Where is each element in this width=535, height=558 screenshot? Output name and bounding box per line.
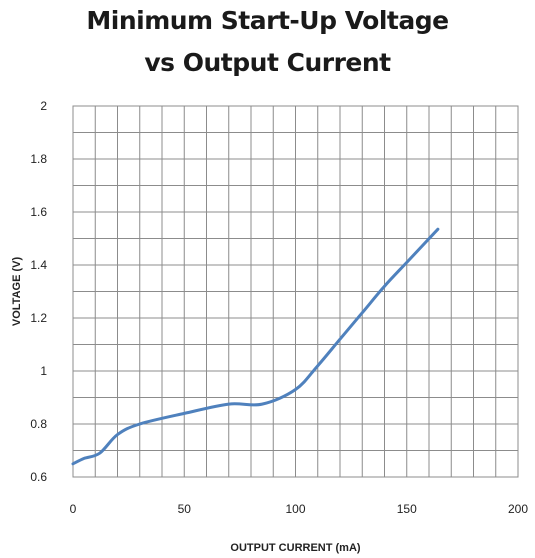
y-axis-ticks: 0.6 0.8 1 1.2 1.4 1.6 1.8 2 (30, 99, 47, 484)
x-tick-label: 0 (70, 502, 77, 516)
y-tick-label: 1.8 (30, 152, 47, 166)
y-tick-label: 1 (40, 364, 47, 378)
y-axis-label: VOLTAGE (V) (11, 257, 23, 327)
y-tick-label: 1.6 (30, 205, 47, 219)
chart-title-line2: vs Output Current (144, 48, 391, 77)
x-tick-label: 100 (285, 502, 305, 516)
x-axis-ticks: 0 50 100 150 200 (70, 502, 529, 516)
plot-area-frame (72, 105, 519, 478)
series-line-voltage (71, 227, 440, 466)
x-axis-label: OUTPUT CURRENT (mA) (230, 542, 360, 554)
y-tick-label: 0.8 (30, 417, 47, 431)
chart-title-line1: Minimum Start-Up Voltage (86, 6, 449, 35)
x-tick-label: 50 (178, 502, 192, 516)
x-tick-label: 200 (508, 502, 528, 516)
y-tick-label: 2 (40, 99, 47, 113)
y-tick-label: 0.6 (30, 470, 47, 484)
chart-grid (73, 106, 518, 477)
y-tick-label: 1.4 (30, 258, 47, 272)
y-tick-label: 1.2 (30, 311, 47, 325)
x-tick-label: 150 (397, 502, 417, 516)
